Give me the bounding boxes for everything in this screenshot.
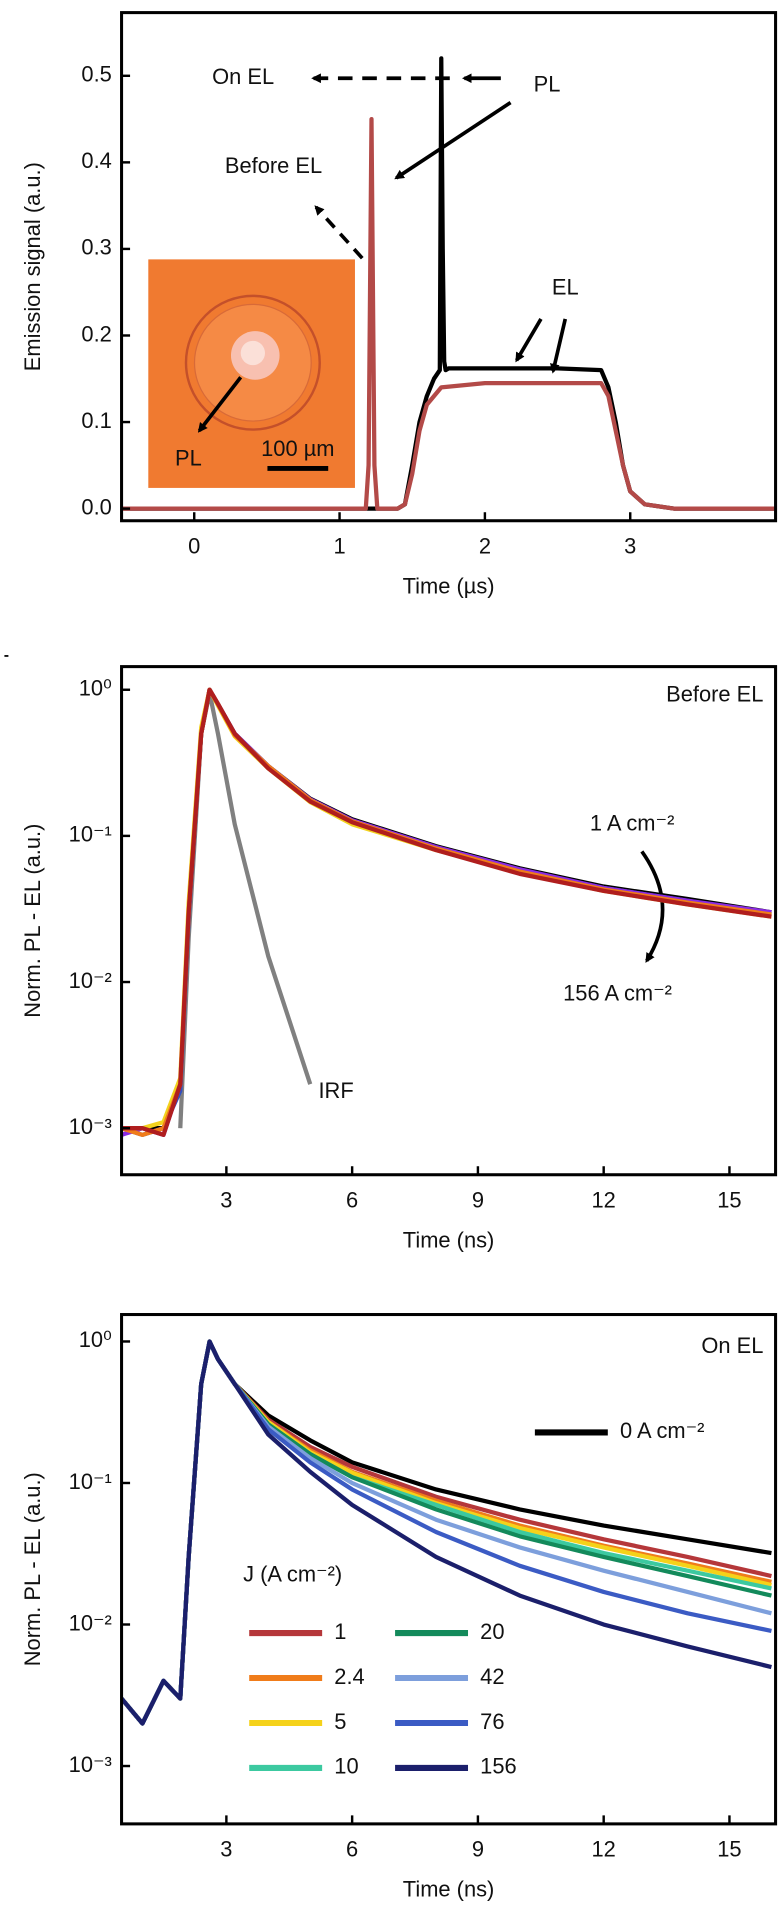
annotation: Before EL: [666, 682, 763, 707]
y-tick-label: 10⁻³: [69, 1752, 112, 1777]
series-line: [121, 687, 772, 1131]
series-line: [119, 1339, 772, 1726]
annotation: IRF: [318, 1078, 353, 1103]
annotation: EL: [552, 274, 579, 299]
series-line: [121, 116, 776, 511]
legend-label: 5: [334, 1709, 346, 1734]
legend-label: 42: [480, 1664, 504, 1689]
annotation: Before EL: [225, 153, 322, 178]
series-line: [121, 687, 772, 1131]
series-line: [119, 1339, 772, 1726]
legend-label: 0 A cm⁻²: [620, 1418, 705, 1443]
mask: [0, 1304, 121, 1834]
legend-label: 76: [480, 1709, 504, 1734]
annotation: 1 A cm⁻²: [590, 810, 674, 835]
x-tick-label: 15: [717, 1187, 741, 1212]
x-tick-label: 6: [346, 1187, 358, 1212]
legend-label: 2.4: [334, 1664, 364, 1689]
y-tick-label: 10⁰: [79, 1327, 112, 1352]
y-tick-label: 10⁻³: [69, 1114, 112, 1139]
annotation: PL: [534, 71, 561, 96]
y-tick-label: 0.3: [81, 235, 111, 260]
legend-label: 156: [480, 1754, 517, 1779]
series-line: [119, 1339, 772, 1726]
series-line: [120, 687, 772, 1137]
x-tick-label: 3: [624, 533, 636, 558]
x-tick-label: 6: [346, 1836, 358, 1861]
x-axis-label: Time (ns): [403, 1877, 495, 1902]
y-axis-label: Emission signal (a.u.): [20, 162, 45, 371]
x-axis-label: Time (ns): [403, 1227, 495, 1252]
plot-frame: [120, 1313, 778, 1826]
series-line: [119, 1339, 772, 1726]
y-tick-label: 0.5: [81, 62, 111, 87]
annotation: 100 µm: [261, 436, 334, 461]
series-line: [119, 1339, 772, 1726]
series-line: [119, 1339, 772, 1726]
y-tick-label: 0.1: [81, 408, 111, 433]
annotation: On EL: [701, 1333, 763, 1358]
y-tick-label: 10⁰: [79, 676, 112, 701]
y-axis-label: Norm. PL - EL (a.u.): [20, 1472, 45, 1666]
series-line: [120, 687, 772, 1137]
legend-label: 10: [334, 1754, 358, 1779]
y-tick-label: 10⁻²: [69, 1610, 112, 1635]
series-line: [121, 687, 772, 1137]
annotation: PL: [175, 446, 202, 471]
x-tick-label: 3: [220, 1187, 232, 1212]
series-line: [119, 1339, 772, 1726]
series-line: [119, 1339, 772, 1726]
x-tick-label: 3: [220, 1836, 232, 1861]
y-tick-label: 0.4: [81, 148, 111, 173]
x-tick-label: 0: [188, 533, 200, 558]
annotation: On EL: [212, 64, 274, 89]
y-tick-label: 10⁻¹: [69, 1469, 112, 1494]
x-tick-label: 2: [479, 533, 491, 558]
annotation: 156 A cm⁻²: [563, 981, 672, 1006]
x-tick-label: 12: [592, 1836, 616, 1861]
series-line: [120, 687, 772, 1137]
y-tick-label: 10⁻¹: [69, 822, 112, 847]
y-tick-label: 0.0: [81, 494, 111, 519]
mask: [0, 2, 121, 531]
x-axis-label: Time (µs): [403, 573, 495, 598]
y-tick-label: 0.2: [81, 321, 111, 346]
mask: [0, 656, 121, 1185]
x-tick-label: 9: [472, 1187, 484, 1212]
plot-frame: [120, 665, 778, 1177]
x-tick-label: 1: [333, 533, 345, 558]
arrows: [197, 73, 665, 963]
legend-title: J (A cm⁻²): [243, 1562, 342, 1587]
plot-frame: [120, 11, 778, 523]
y-axis-label: Norm. PL - EL (a.u.): [20, 824, 45, 1018]
x-tick-label: 15: [717, 1836, 741, 1861]
x-tick-label: 9: [472, 1836, 484, 1861]
legend-label: 20: [480, 1619, 504, 1644]
legend-label: 1: [334, 1619, 346, 1644]
x-tick-label: 12: [592, 1187, 616, 1212]
series-line: [119, 1339, 772, 1726]
y-tick-label: 10⁻²: [69, 968, 112, 993]
inset-image: [148, 259, 355, 488]
